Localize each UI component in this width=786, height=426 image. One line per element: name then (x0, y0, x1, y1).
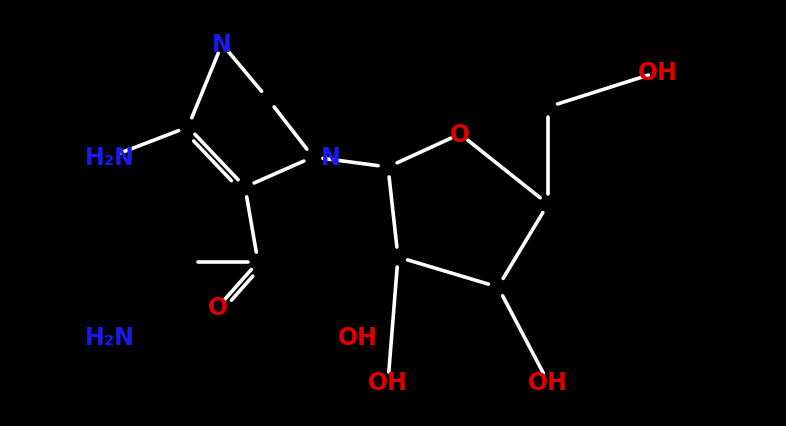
Text: OH: OH (638, 61, 678, 85)
Text: H₂N: H₂N (85, 325, 135, 349)
Text: N: N (212, 33, 232, 57)
Text: H₂N: H₂N (85, 146, 135, 170)
Text: OH: OH (528, 370, 568, 394)
Text: O: O (208, 295, 228, 319)
Text: OH: OH (368, 370, 408, 394)
Text: O: O (450, 123, 470, 147)
Text: OH: OH (338, 325, 378, 349)
Text: N: N (321, 146, 341, 170)
